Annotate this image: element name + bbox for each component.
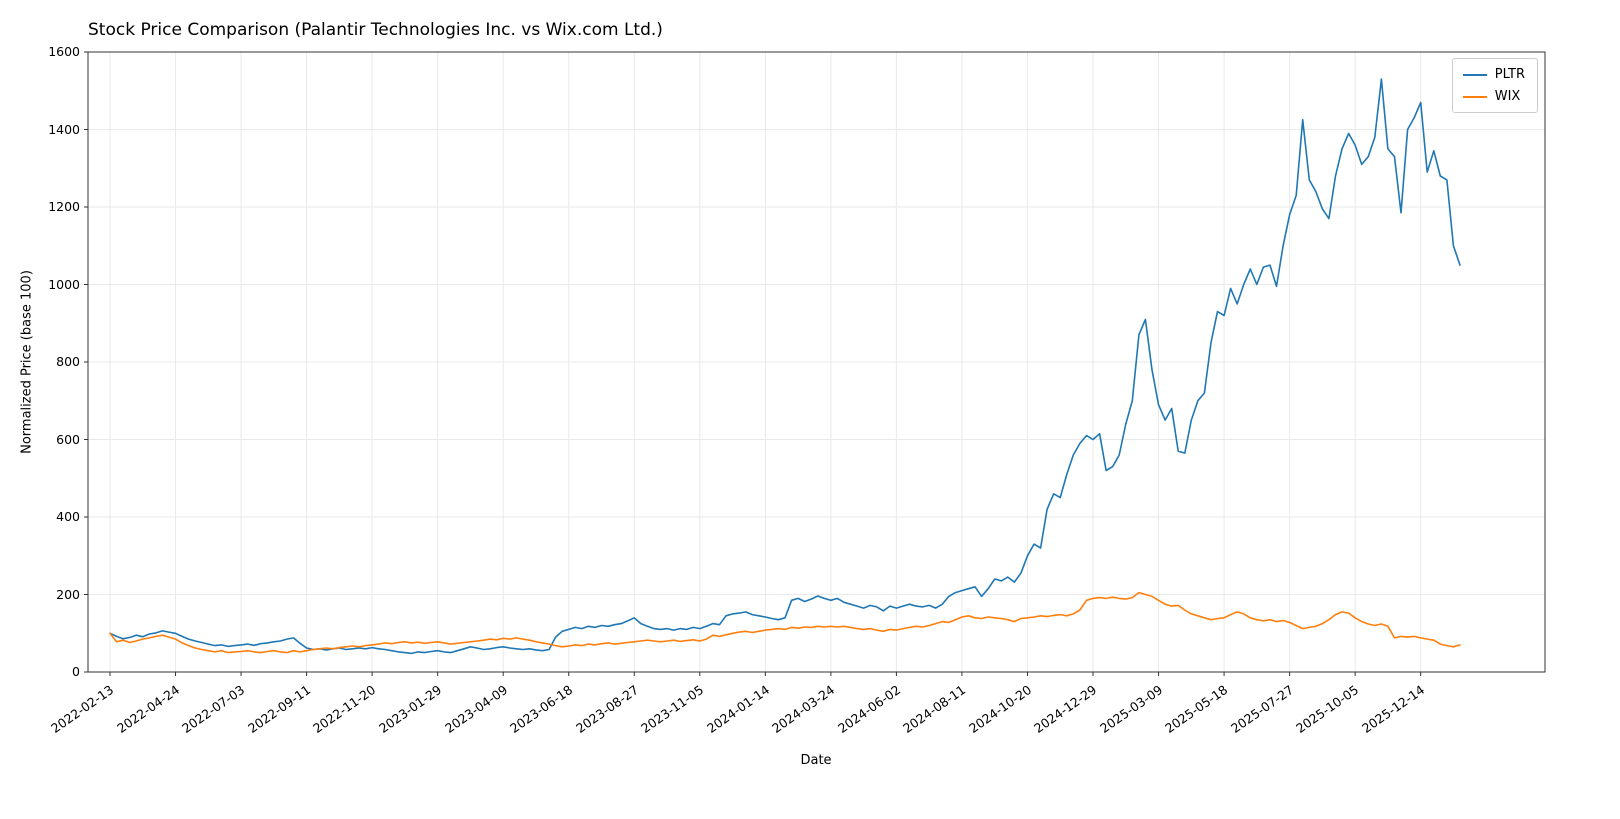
legend-label-wix: WIX (1494, 89, 1521, 104)
chart-title: Stock Price Comparison (Palantir Technol… (88, 20, 663, 40)
x-axis-label: Date (800, 753, 832, 768)
pltr-line-swatch (1462, 73, 1487, 76)
legend: PLTR WIX (1451, 58, 1538, 113)
series-line-wix (109, 591, 1461, 654)
legend-item-wix: WIX (1462, 89, 1525, 104)
legend-item-pltr: PLTR (1462, 67, 1525, 82)
wix-line-swatch (1462, 95, 1487, 98)
series-line-pltr (109, 78, 1461, 655)
legend-label-pltr: PLTR (1494, 67, 1525, 82)
